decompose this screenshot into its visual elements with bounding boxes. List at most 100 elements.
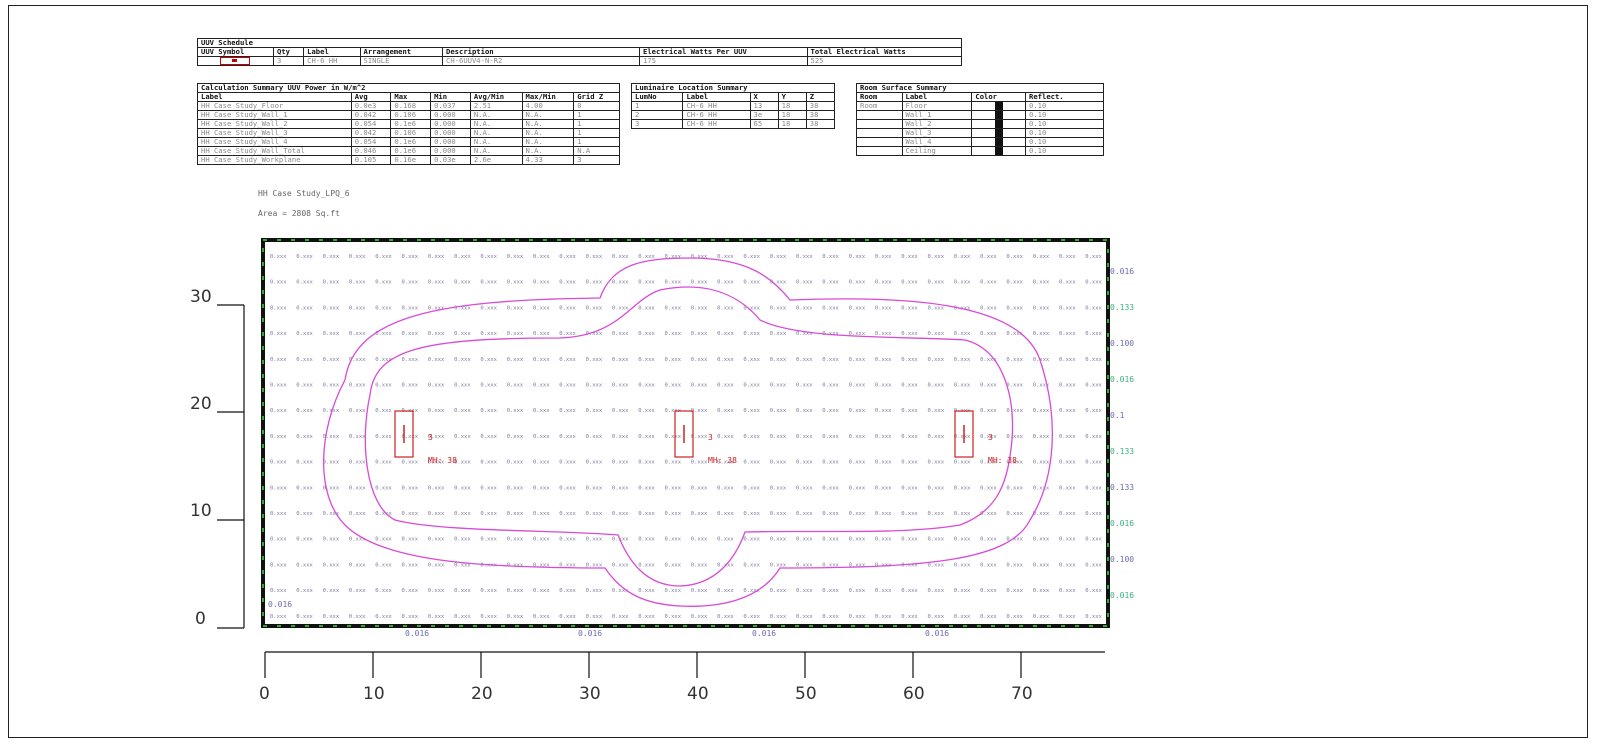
grid-value: 0.xxx [270,408,287,414]
grid-value: 0.xxx [928,537,945,543]
grid-value: 0.xxx [1006,588,1023,594]
grid-value: 0.xxx [375,434,392,440]
left-bottom-value: 0.016 [268,600,292,609]
grid-value: 0.xxx [1006,408,1023,414]
grid-value: 0.xxx [638,511,655,517]
grid-value: 0.xxx [533,511,550,517]
grid-value: 0.xxx [454,280,471,286]
grid-value: 0.xxx [323,434,340,440]
grid-value: 0.xxx [349,408,366,414]
grid-value: 0.xxx [770,562,787,568]
grid-value: 0.xxx [349,434,366,440]
grid-value: 0.xxx [717,280,734,286]
grid-value: 0.xxx [559,305,576,311]
grid-value: 0.xxx [323,331,340,337]
grid-value: 0.xxx [1006,485,1023,491]
grid-value: 0.xxx [428,588,445,594]
grid-value: 0.xxx [586,357,603,363]
grid-value: 0.xxx [770,588,787,594]
grid-value: 0.xxx [1085,485,1102,491]
grid-value: 0.xxx [849,537,866,543]
grid-value: 0.xxx [586,537,603,543]
grid-value: 0.xxx [1059,511,1076,517]
grid-value: 0.xxx [428,254,445,260]
edge-value: 0.100 [1110,555,1134,564]
grid-value: 0.xxx [533,588,550,594]
grid-value: 0.xxx [402,511,419,517]
grid-value: 0.xxx [665,331,682,337]
grid-value: 0.xxx [586,383,603,389]
grid-value: 0.xxx [1085,588,1102,594]
grid-value: 0.xxx [901,537,918,543]
grid-value: 0.xxx [612,588,629,594]
grid-value: 0.xxx [454,357,471,363]
grid-value: 0.xxx [875,357,892,363]
grid-value: 0.xxx [612,614,629,620]
grid-value: 0.xxx [586,460,603,466]
grid-value: 0.xxx [559,254,576,260]
grid-value: 0.xxx [1006,357,1023,363]
grid-value: 0.xxx [612,408,629,414]
fixture-tag-line1: 3 [708,433,713,442]
grid-value: 0.xxx [612,562,629,568]
grid-value: 0.xxx [507,614,524,620]
cell: CH-6 HH [303,56,361,66]
grid-value: 0.xxx [375,383,392,389]
grid-value: 0.xxx [875,254,892,260]
grid-value: 0.xxx [402,434,419,440]
grid-value: 0.xxx [1085,408,1102,414]
grid-value: 0.xxx [849,357,866,363]
grid-value: 0.xxx [454,511,471,517]
grid-value: 0.xxx [665,254,682,260]
grid-value: 0.xxx [638,254,655,260]
grid-value: 0.xxx [743,460,760,466]
grid-value: 0.xxx [1033,562,1050,568]
grid-value: 0.xxx [665,408,682,414]
grid-value: 0.xxx [901,408,918,414]
grid-value: 0.xxx [901,331,918,337]
grid-value: 0.xxx [1033,357,1050,363]
grid-value: 0.xxx [743,485,760,491]
grid-value: 0.xxx [1006,511,1023,517]
grid-value: 0.xxx [1085,460,1102,466]
x-tick-label: 70 [1011,684,1033,704]
grid-value: 0.xxx [849,460,866,466]
grid-value: 0.xxx [717,408,734,414]
grid-value: 0.xxx [349,331,366,337]
grid-value: 0.xxx [770,383,787,389]
fixture-2 [674,410,694,458]
grid-value: 0.xxx [454,460,471,466]
grid-value: 0.xxx [980,460,997,466]
grid-value: 0.xxx [402,331,419,337]
grid-value: 0.xxx [796,383,813,389]
grid-value: 0.xxx [533,460,550,466]
x-tick-label: 0 [259,684,270,704]
grid-value: 0.xxx [796,511,813,517]
grid-value: 0.xxx [1033,331,1050,337]
room-outline-dash [262,239,1109,627]
grid-value: 0.xxx [428,383,445,389]
grid-value: 0.xxx [559,485,576,491]
grid-value: 0.xxx [270,588,287,594]
grid-value: 0.xxx [901,357,918,363]
grid-value: 0.xxx [928,280,945,286]
grid-value: 0.xxx [1085,383,1102,389]
grid-value: 0.xxx [875,460,892,466]
grid-value: 0.xxx [665,357,682,363]
grid-value: 0.xxx [980,485,997,491]
grid-value: 0.xxx [717,614,734,620]
grid-value: 0.xxx [796,562,813,568]
grid-value: 0.xxx [822,408,839,414]
grid-value: 0.xxx [665,511,682,517]
grid-value: 0.xxx [559,537,576,543]
grid-value: 0.xxx [507,254,524,260]
grid-value: 0.xxx [375,562,392,568]
grid-value: 0.xxx [375,511,392,517]
grid-value: 0.xxx [743,254,760,260]
grid-value: 0.xxx [559,588,576,594]
grid-value: 0.xxx [1033,511,1050,517]
grid-value: 0.xxx [875,588,892,594]
grid-value: 0.xxx [1059,331,1076,337]
grid-value: 0.xxx [270,614,287,620]
grid-value: 0.xxx [612,357,629,363]
